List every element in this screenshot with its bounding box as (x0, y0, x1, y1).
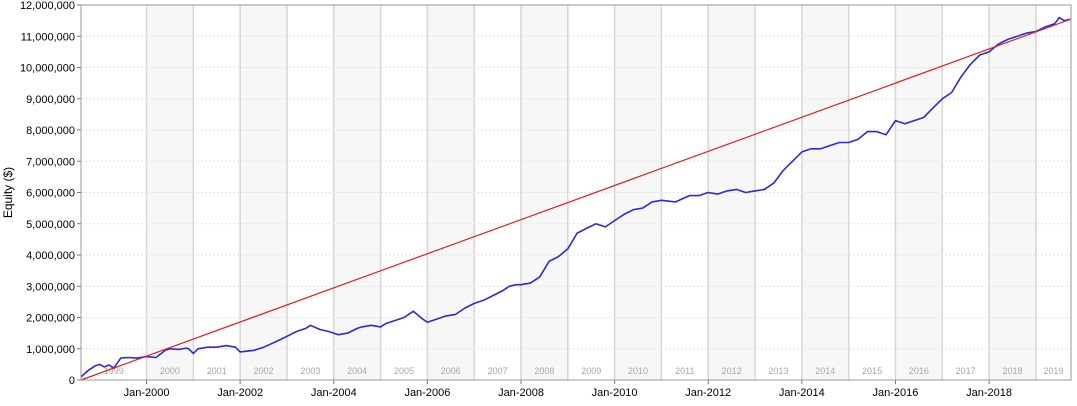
y-tick-label: 1,000,000 (26, 344, 75, 356)
year-band-2002 (240, 5, 287, 380)
x-tick-label: Jan-2006 (404, 387, 450, 399)
year-band-label: 2010 (628, 366, 648, 376)
y-axis-title: Equity ($) (1, 167, 15, 218)
x-tick-label: Jan-2012 (685, 387, 731, 399)
y-tick-label: 5,000,000 (26, 219, 75, 231)
y-tick-label: 6,000,000 (26, 188, 75, 200)
y-tick-label: 10,000,000 (20, 63, 75, 75)
plot-frame (80, 4, 1072, 381)
y-axis-ticks: 0 1,000,000 2,000,000 3,000,000 4,000,000 5,0… (20, 0, 81, 387)
year-band-label: 2009 (581, 366, 601, 376)
y-tick-label: 0 (69, 375, 75, 387)
year-band-label: 2011 (675, 366, 694, 376)
x-tick-label: Jan-2016 (873, 387, 919, 399)
year-bands: 1999 2000 2001 2002 2003 2004 2005 2006 2007 2008… (104, 5, 1063, 380)
year-band-label: 2018 (1002, 366, 1022, 376)
x-tick-label: Jan-2000 (124, 387, 170, 399)
year-band-label: 2019 (1043, 366, 1063, 376)
year-band-2008 (521, 5, 568, 380)
year-band-label: 2002 (254, 366, 274, 376)
y-tick-label: 8,000,000 (26, 125, 75, 137)
year-band-label: 2005 (394, 366, 414, 376)
year-band-label: 2006 (441, 366, 461, 376)
gridlines (81, 35, 1071, 350)
year-band-label: 2007 (488, 366, 508, 376)
trend-line (80, 18, 1072, 381)
x-tick-label: Jan-2018 (966, 387, 1012, 399)
series-lines (80, 16, 1072, 381)
x-tick-label: Jan-2008 (498, 387, 544, 399)
year-band-label: 2004 (347, 366, 367, 376)
year-band-label: 2003 (300, 366, 320, 376)
y-tick-label: 4,000,000 (26, 250, 75, 262)
y-tick-label: 2,000,000 (26, 313, 75, 325)
x-tick-label: Jan-2002 (217, 387, 263, 399)
year-band-label: 2000 (160, 366, 180, 376)
x-axis-ticks: Jan-2000 Jan-2002 Jan-2004 Jan-2006 Jan-2008… (124, 380, 1012, 399)
year-band-label: 2013 (768, 366, 788, 376)
year-band-label: 2008 (534, 366, 554, 376)
year-band-label: 2014 (815, 366, 835, 376)
year-band-2018 (989, 5, 1036, 380)
equity-line (80, 16, 1072, 378)
x-tick-label: Jan-2004 (311, 387, 357, 399)
y-tick-label: 12,000,000 (20, 0, 75, 12)
y-tick-label: 11,000,000 (21, 31, 75, 43)
y-tick-label: 7,000,000 (26, 156, 75, 168)
year-band-label: 2017 (956, 366, 976, 376)
year-band-label: 2012 (722, 366, 742, 376)
year-band-label: 1999 (104, 366, 124, 376)
y-tick-label: 3,000,000 (26, 281, 75, 293)
year-band-label: 2001 (207, 366, 227, 376)
y-tick-label: 9,000,000 (26, 94, 75, 106)
x-tick-label: Jan-2010 (592, 387, 638, 399)
year-band-label: 2016 (909, 366, 929, 376)
x-tick-label: Jan-2014 (779, 387, 825, 399)
year-band-label: 2015 (862, 366, 882, 376)
